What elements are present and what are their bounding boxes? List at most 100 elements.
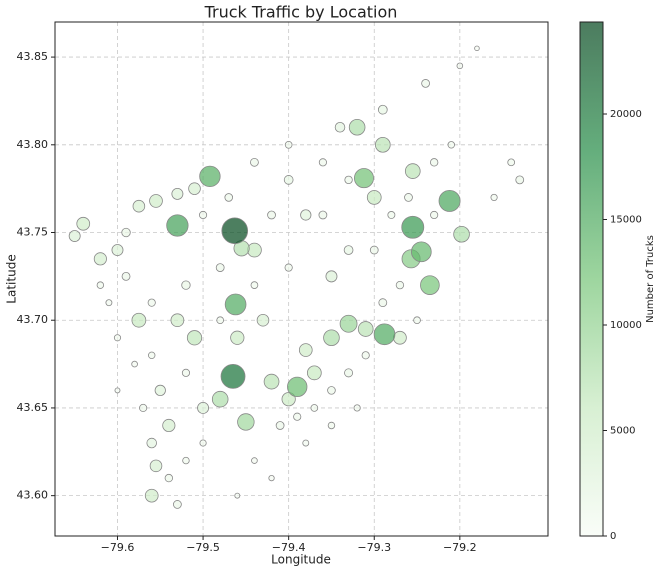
- point: [378, 298, 388, 308]
- point: [146, 437, 157, 449]
- point: [230, 330, 245, 345]
- point: [318, 210, 328, 220]
- y-tick-label: 43.75: [17, 226, 49, 239]
- point: [339, 314, 358, 333]
- point: [453, 225, 470, 243]
- point: [348, 118, 366, 136]
- point: [420, 275, 440, 295]
- point: [413, 316, 421, 325]
- point: [93, 252, 107, 266]
- point: [132, 199, 146, 213]
- point: [131, 360, 138, 368]
- point: [250, 157, 259, 167]
- point: [147, 298, 156, 307]
- point: [267, 210, 276, 220]
- point: [173, 500, 182, 509]
- point: [162, 418, 176, 433]
- point: [284, 263, 293, 272]
- point: [154, 384, 166, 397]
- point: [404, 163, 421, 179]
- point: [456, 62, 464, 70]
- point: [149, 194, 163, 208]
- point: [327, 386, 336, 395]
- point: [199, 439, 207, 447]
- point: [287, 376, 308, 398]
- point: [237, 413, 255, 431]
- x-axis-label: Longitude: [271, 553, 331, 567]
- point: [247, 242, 262, 258]
- point: [181, 368, 191, 377]
- point: [234, 492, 241, 499]
- point: [171, 187, 184, 200]
- point: [306, 365, 322, 381]
- point: [302, 439, 310, 447]
- x-tick-label: −79.3: [357, 541, 391, 554]
- point: [507, 158, 516, 167]
- point: [298, 343, 313, 357]
- point: [344, 368, 354, 378]
- y-tick-label: 43.65: [17, 401, 49, 414]
- point: [216, 316, 225, 325]
- point: [421, 79, 430, 88]
- point: [353, 404, 361, 412]
- point: [113, 334, 122, 342]
- point: [310, 404, 319, 412]
- point: [474, 45, 480, 52]
- colorbar-tick-label: 20000: [610, 109, 642, 120]
- point: [374, 136, 391, 153]
- point: [139, 403, 148, 413]
- x-tick-label: −79.4: [272, 541, 306, 554]
- point: [353, 168, 374, 189]
- colorbar: [579, 21, 604, 537]
- point: [430, 210, 439, 220]
- point: [325, 270, 338, 283]
- point: [281, 392, 296, 407]
- point: [221, 217, 249, 245]
- point: [438, 189, 461, 212]
- point: [429, 158, 439, 167]
- point: [323, 329, 340, 347]
- point: [490, 193, 498, 202]
- point: [220, 363, 246, 389]
- point: [344, 175, 353, 185]
- point: [268, 474, 275, 482]
- y-tick-label: 43.80: [17, 138, 49, 151]
- chart-title: Truck Traffic by Location: [204, 3, 398, 22]
- point: [300, 209, 312, 221]
- y-tick-label: 43.60: [17, 489, 49, 502]
- point: [293, 412, 302, 421]
- point: [361, 351, 370, 360]
- point: [334, 122, 346, 133]
- y-axis-label: Latitude: [5, 254, 19, 303]
- point: [68, 230, 81, 242]
- point: [395, 280, 405, 290]
- point: [283, 175, 294, 185]
- point: [211, 390, 229, 408]
- x-tick-label: −79.2: [443, 541, 477, 554]
- point: [131, 312, 147, 328]
- point: [284, 140, 293, 149]
- point: [166, 214, 189, 237]
- point: [164, 473, 174, 483]
- point: [447, 141, 455, 149]
- point: [377, 104, 388, 115]
- point: [357, 321, 374, 337]
- colorbar-tick-label: 15000: [610, 214, 642, 225]
- colorbar-label: Number of Trucks: [645, 235, 656, 323]
- point: [401, 215, 425, 239]
- colorbar-tick-label: 0: [610, 531, 616, 542]
- point: [121, 271, 131, 281]
- point: [327, 421, 336, 430]
- point: [373, 323, 396, 346]
- point: [515, 175, 525, 185]
- point: [404, 193, 413, 202]
- point: [181, 280, 191, 290]
- point: [387, 211, 396, 219]
- point: [197, 401, 210, 414]
- x-tick-label: −79.6: [101, 541, 135, 554]
- point: [256, 313, 270, 327]
- point: [215, 263, 225, 272]
- y-tick-label: 43.85: [17, 50, 49, 63]
- point: [224, 193, 234, 202]
- x-tick-label: −79.5: [186, 541, 220, 554]
